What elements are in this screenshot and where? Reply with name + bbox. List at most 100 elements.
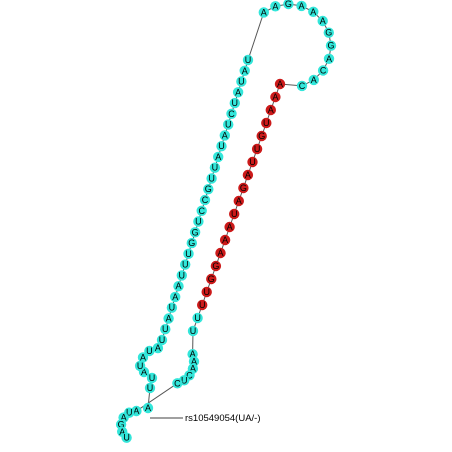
nucleotide-circle <box>172 378 183 389</box>
nucleotide-label: U <box>162 324 169 334</box>
nucleotide-circle <box>215 247 226 259</box>
nucleotide-label: A <box>215 152 221 162</box>
nucleotide-label: A <box>236 196 242 206</box>
nucleotide-circle <box>166 302 178 313</box>
nucleotide-right-11: A <box>224 221 235 233</box>
nucleotide-label: A <box>155 343 161 353</box>
nucleotide-circle <box>180 259 191 270</box>
nucleotide-label: U <box>231 209 238 219</box>
nucleotide-label: A <box>320 16 326 26</box>
nucleotide-circle <box>258 7 269 18</box>
nucleotide-label: A <box>310 7 316 17</box>
nucleotide-right-16: U <box>201 286 212 298</box>
nucleotide-label: A <box>121 413 127 423</box>
nucleotide-circle <box>209 162 221 173</box>
nucleotide-circle <box>137 352 149 363</box>
nucleotide-label: G <box>240 183 247 193</box>
nucleotide-label: U <box>169 303 176 313</box>
nucleotide-label: A <box>119 427 125 437</box>
nucleotide-circle <box>261 117 272 129</box>
nucleotide-circle <box>206 173 217 184</box>
nucleotide-left-16: U <box>183 248 194 259</box>
nucleotide-loop-9: C <box>317 65 329 76</box>
nucleotide-loop-11: C <box>296 80 308 92</box>
nucleotide-loop-1: A <box>270 1 281 12</box>
nucleotide-label: G <box>285 0 292 9</box>
nucleotide-left-23: U <box>206 173 217 184</box>
nucleotide-left-1: U <box>144 382 156 394</box>
nucleotide-circle <box>144 345 155 357</box>
nucleotide-circle <box>201 286 212 298</box>
nucleotide-left-10: A <box>163 313 174 324</box>
nucleotide-right-6: U <box>247 156 258 168</box>
nucleotide-label: U <box>195 217 202 227</box>
nucleotide-circle <box>146 372 158 384</box>
annotation-layer: rs10549054(UA/-) <box>150 413 261 424</box>
nucleotide-circle <box>317 15 328 27</box>
nucleotide-circle <box>238 182 249 194</box>
nucleotide-circle <box>236 76 247 87</box>
nucleotide-label: A <box>298 1 304 11</box>
nucleotide-label: G <box>188 238 195 248</box>
nucleotide-label: U <box>203 287 210 297</box>
nucleotide-loop-10: A <box>308 74 319 86</box>
nucleotide-left-25: A <box>213 151 224 163</box>
nucleotide-loop-4: A <box>308 6 319 17</box>
nucleotide-label: G <box>258 131 265 141</box>
nucleotide-label: U <box>254 144 261 154</box>
nucleotide-circle <box>323 53 335 64</box>
nucleotide-circle <box>296 0 307 12</box>
nucleotide-circle <box>325 40 337 51</box>
nucleotide-circle <box>308 6 319 17</box>
nucleotide-left-8: U <box>156 334 168 346</box>
nucleotide-label: A <box>141 367 147 377</box>
nucleotide-label: C <box>174 378 181 388</box>
nucleotide-left-29: C <box>226 108 237 120</box>
nucleotide-circle <box>186 237 197 249</box>
nucleotide-right-8: G <box>238 182 249 194</box>
nucleotide-circle <box>242 54 254 66</box>
nucleotide-right-17: U <box>197 299 208 311</box>
nucleotide-left-15: U <box>180 259 191 270</box>
nucleotide-left-32: U <box>236 76 247 87</box>
nucleotide-circle <box>210 260 222 272</box>
nucleotide-circle <box>270 1 281 12</box>
nucleotide-right-14: G <box>210 260 222 272</box>
nucleotide-circle <box>308 74 319 86</box>
nucleotide-left-20: C <box>196 205 207 216</box>
nucleotide-label: A <box>227 222 233 232</box>
nucleotide-right-13: A <box>215 247 226 259</box>
nucleotide-bottom-5: U <box>121 432 132 443</box>
nucleotide-label: C <box>186 370 193 380</box>
nucleotide-circle <box>219 130 230 141</box>
nucleotide-circle <box>183 248 194 259</box>
nucleotide-circle <box>203 184 214 195</box>
nucleotide-circle <box>170 291 181 303</box>
nucleotide-right-2: A <box>265 104 276 116</box>
nucleotide-circle <box>219 234 231 246</box>
nucleotide-circle <box>176 270 187 281</box>
nucleotide-label: A <box>326 54 332 64</box>
nucleotide-circle <box>232 87 244 98</box>
nucleotide-left-18: G <box>189 227 201 238</box>
nucleotide-right-10: U <box>229 208 240 220</box>
nucleotide-label: A <box>268 105 274 115</box>
nucleotide-label: U <box>181 375 188 385</box>
nucleotide-loop-8: A <box>323 53 335 64</box>
nucleotide-circle <box>152 342 164 354</box>
nucleotide-label: U <box>212 163 219 173</box>
nucleotide-circle <box>216 141 227 152</box>
nucleotide-right-12: A <box>219 234 231 246</box>
nucleotide-loop-0: A <box>258 7 269 18</box>
nucleotide-left-9: U <box>160 324 171 335</box>
nucleotide-label: A <box>217 248 223 258</box>
nucleotide-loop-3: A <box>296 0 307 12</box>
nucleotide-label: G <box>205 184 212 194</box>
nucleotide-label: A <box>145 403 151 413</box>
nucleotide-left-4: U <box>134 360 146 372</box>
nucleotide-right-18: U <box>192 312 203 324</box>
nucleotide-circle <box>163 313 174 324</box>
nucleotide-circle <box>224 221 235 233</box>
nucleotide-circle <box>226 108 237 120</box>
nucleotide-label: A <box>242 66 248 76</box>
